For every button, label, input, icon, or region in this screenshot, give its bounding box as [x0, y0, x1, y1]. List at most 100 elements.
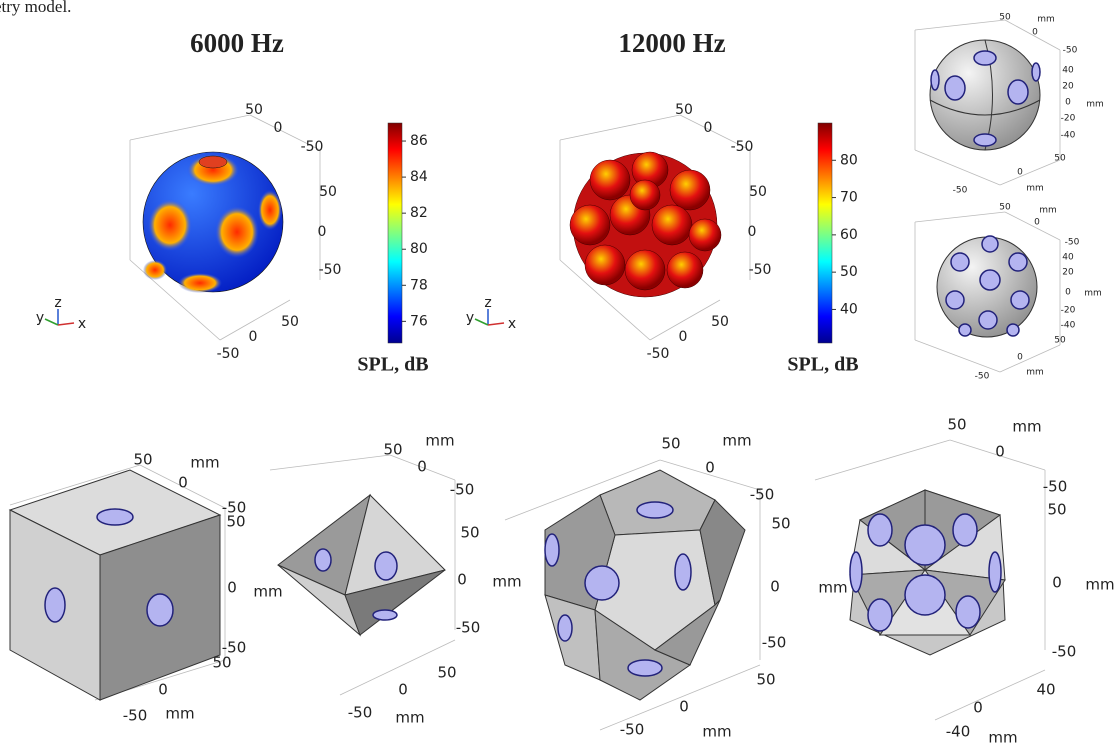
axis-label: -50	[1043, 478, 1068, 496]
axis-label: -50	[348, 704, 373, 722]
axis-label: 0	[178, 474, 188, 492]
axis-label: 0	[274, 120, 283, 136]
axis-label: 0	[748, 224, 757, 240]
axis-label: -50	[647, 346, 670, 362]
axis-label: -20	[1061, 306, 1076, 316]
axis-label: 0	[679, 698, 689, 716]
axis-label: -50	[762, 634, 787, 652]
axis-label: 50	[999, 203, 1011, 213]
axis-label: 50	[319, 184, 337, 200]
axis-label: 50	[437, 664, 456, 682]
spl-surface-6000	[143, 152, 283, 293]
axis-label: 50	[675, 102, 693, 118]
axis-label: -50	[750, 486, 775, 504]
axis-label: 50	[661, 435, 680, 453]
dodecahedron	[505, 460, 760, 730]
axis-label: -50	[1065, 238, 1080, 248]
axis-label: -40	[946, 723, 971, 741]
axis-label: -50	[319, 262, 342, 278]
colorbar-tick-label: 82	[410, 205, 428, 221]
axis-label: 0	[1017, 168, 1023, 178]
axis-label: 50	[226, 513, 245, 531]
axis-label: 50	[383, 441, 402, 459]
axis-label: 50	[281, 314, 299, 330]
axis-label: 0	[249, 329, 258, 345]
axis-label: mm	[1086, 100, 1104, 110]
axis-label: -50	[620, 721, 645, 739]
triad-label: y	[36, 310, 44, 326]
axis-label: -50	[301, 139, 324, 155]
colorbar-tick-label: 78	[410, 277, 428, 293]
axis-label: mm	[818, 579, 847, 597]
axis-label: 50	[133, 451, 152, 469]
axis-label: 40	[1036, 681, 1055, 699]
axis-label: 50	[771, 515, 790, 533]
axis-label: mm	[1084, 289, 1102, 299]
axis-label: -50	[953, 186, 968, 196]
axis-label: 50	[999, 13, 1011, 23]
colorbar-tick-label: 60	[840, 227, 858, 243]
axis-label: mm	[190, 454, 219, 472]
colorbar-label: SPL, dB	[787, 354, 858, 376]
axis-label: 0	[1034, 218, 1040, 228]
axis-label: -50	[731, 139, 754, 155]
colorbar-tick-label: 80	[410, 241, 428, 257]
colorbar	[818, 123, 832, 343]
axis-label: mm	[1085, 576, 1114, 594]
axis-label: 0	[973, 699, 983, 717]
colorbar-tick-label: 76	[410, 313, 428, 329]
axis-label: mm	[1039, 206, 1057, 216]
axis-label: 50	[212, 654, 231, 672]
axis-label: 0	[1052, 574, 1062, 592]
axis-label: 0	[1032, 28, 1038, 38]
axis-label: -40	[1061, 131, 1076, 141]
octahedron	[270, 455, 455, 695]
sphere-view	[915, 212, 1060, 372]
axis-label: -50	[975, 372, 990, 382]
axis-label: 50	[756, 671, 775, 689]
axis-label: mm	[165, 705, 194, 723]
axis-label: mm	[253, 583, 282, 601]
icosahedron	[815, 440, 1045, 720]
axis-label: 0	[770, 578, 780, 596]
axis-label: mm	[492, 573, 521, 591]
axis-label: 0	[704, 120, 713, 136]
axis-label: 0	[1065, 288, 1071, 298]
axis-label: 0	[679, 329, 688, 345]
axis-label: 20	[1062, 82, 1074, 92]
caption-fragment: etry model.	[0, 0, 71, 16]
axis-label: -20	[1061, 114, 1076, 124]
axis-label: 40	[1062, 253, 1074, 263]
axis-label: 0	[705, 459, 715, 477]
axis-label: 0	[1065, 98, 1071, 108]
axis-label: 0	[227, 579, 237, 597]
colorbar-tick-label: 86	[410, 133, 428, 149]
axis-triad	[45, 309, 504, 325]
axis-label: -50	[456, 619, 481, 637]
axis-label: 50	[245, 102, 263, 118]
triad-label: z	[484, 295, 491, 311]
axis-label: 50	[749, 184, 767, 200]
axis-label: 50	[1054, 336, 1066, 346]
axis-label: 0	[1017, 353, 1023, 363]
triad-label: y	[466, 310, 474, 326]
axis-label: -50	[123, 707, 148, 725]
sphere-view	[915, 20, 1060, 185]
triad-label: x	[508, 316, 516, 332]
triad-label: z	[54, 295, 61, 311]
axis-label: 50	[460, 524, 479, 542]
axis-label: 0	[995, 443, 1005, 461]
axis-label: 50	[947, 416, 966, 434]
colorbar-tick-label: 84	[410, 169, 428, 185]
axis-label: 50	[711, 314, 729, 330]
spl-surface-12000	[570, 152, 721, 297]
axis-label: -50	[217, 346, 240, 362]
triad-label: x	[78, 316, 86, 332]
colorbar-tick-label: 70	[840, 190, 858, 206]
axis-label: 0	[318, 224, 327, 240]
axis-label: -50	[749, 262, 772, 278]
colorbar-tick-label: 50	[840, 264, 858, 280]
axis-label: -50	[1063, 46, 1078, 56]
colorbar-tick-label: 80	[840, 152, 858, 168]
axis-label: mm	[395, 709, 424, 727]
